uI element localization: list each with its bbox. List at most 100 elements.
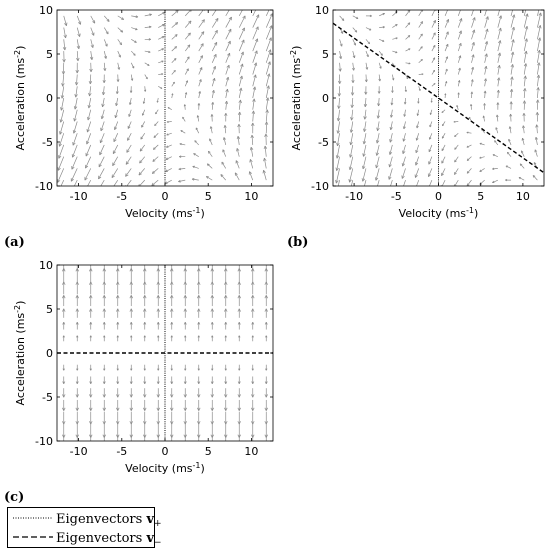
plot-area — [57, 265, 273, 441]
field-arrow — [170, 295, 174, 307]
legend-dashed-text: Eigenvectors v− — [56, 531, 162, 548]
field-arrow — [264, 295, 268, 307]
field-arrow — [143, 295, 147, 307]
field-arrow — [251, 295, 255, 307]
field-arrow — [198, 31, 205, 40]
field-arrow — [236, 148, 240, 157]
field-arrow — [337, 97, 341, 109]
field-arrow — [73, 179, 78, 186]
field-arrow — [84, 168, 92, 181]
field-arrow — [363, 121, 367, 132]
field-arrow — [143, 423, 147, 438]
field-arrow — [444, 31, 449, 40]
field-arrow — [166, 144, 172, 148]
field-arrow — [508, 138, 512, 146]
field-arrow — [89, 322, 93, 330]
field-arrow — [265, 61, 271, 75]
field-arrow — [75, 308, 79, 318]
field-arrow — [431, 69, 435, 75]
field-arrow — [210, 114, 214, 122]
field-arrow — [509, 113, 513, 122]
field-arrow — [113, 121, 119, 131]
field-arrow — [89, 388, 93, 398]
field-arrow — [143, 335, 146, 342]
field-arrow — [62, 51, 66, 63]
field-arrow — [90, 265, 92, 271]
field-arrow — [184, 20, 192, 28]
field-arrow — [510, 76, 514, 87]
field-arrow — [98, 168, 105, 180]
field-arrow — [170, 411, 174, 425]
field-arrow — [492, 154, 498, 157]
field-arrow — [183, 388, 187, 398]
field-arrow — [508, 126, 512, 134]
field-arrow — [85, 144, 92, 157]
field-arrow — [454, 168, 459, 175]
field-arrow — [170, 376, 174, 384]
field-arrow — [365, 27, 372, 31]
field-arrow — [402, 133, 406, 142]
field-arrow — [405, 62, 411, 65]
field-arrow — [339, 15, 345, 21]
field-arrow — [62, 281, 66, 295]
field-arrow — [523, 25, 529, 40]
field-arrow — [365, 39, 371, 45]
field-arrow — [140, 133, 146, 140]
field-arrow — [210, 388, 214, 398]
field-arrow — [211, 65, 217, 75]
plot-area — [57, 10, 273, 186]
field-arrow — [238, 335, 241, 342]
field-arrow — [198, 10, 205, 17]
field-arrow — [112, 156, 119, 167]
field-arrow — [238, 27, 245, 40]
field-arrow — [379, 39, 385, 42]
field-arrow — [158, 60, 164, 64]
field-arrow — [265, 10, 270, 17]
field-arrow — [127, 121, 132, 129]
field-arrow — [352, 27, 358, 33]
y-tick-label: -5 — [318, 136, 329, 149]
field-arrow — [224, 364, 227, 371]
field-arrow — [376, 109, 380, 119]
field-arrow — [225, 40, 231, 52]
field-arrow — [265, 265, 267, 271]
x-tick-label: 10 — [244, 445, 258, 458]
field-arrow — [99, 144, 105, 156]
field-arrow — [522, 125, 526, 134]
field-arrow — [197, 335, 200, 342]
field-arrow — [156, 423, 160, 438]
field-arrow — [264, 281, 268, 295]
field-arrow — [237, 388, 241, 398]
field-arrow — [184, 92, 188, 99]
legend-dotted-sub: + — [154, 519, 162, 529]
field-arrow — [454, 156, 459, 163]
field-arrow — [389, 133, 393, 143]
field-arrow — [60, 86, 65, 99]
field-arrow — [100, 109, 105, 120]
field-arrow — [197, 411, 201, 425]
field-arrow — [144, 50, 151, 54]
field-arrow — [224, 100, 229, 110]
field-arrow — [144, 25, 152, 29]
legend: Eigenvectors v+ Eigenvectors v− — [7, 507, 162, 548]
field-arrow — [113, 133, 119, 143]
field-arrow — [116, 411, 120, 425]
field-arrow — [101, 86, 106, 96]
field-arrow — [90, 27, 95, 36]
field-arrow — [505, 178, 512, 182]
field-arrow — [72, 121, 78, 134]
x-tick-label: 5 — [477, 190, 484, 203]
field-arrow — [210, 281, 214, 295]
field-arrow — [375, 156, 380, 169]
field-arrow — [183, 399, 187, 411]
field-arrow — [252, 98, 256, 110]
field-arrow — [114, 109, 119, 119]
field-arrow — [405, 48, 411, 52]
field-arrow — [88, 86, 92, 97]
field-arrow — [144, 13, 152, 17]
field-arrow — [441, 133, 446, 139]
field-arrow — [87, 179, 92, 186]
field-arrow — [457, 10, 461, 16]
field-arrow — [457, 18, 463, 28]
field-arrow — [364, 180, 367, 186]
